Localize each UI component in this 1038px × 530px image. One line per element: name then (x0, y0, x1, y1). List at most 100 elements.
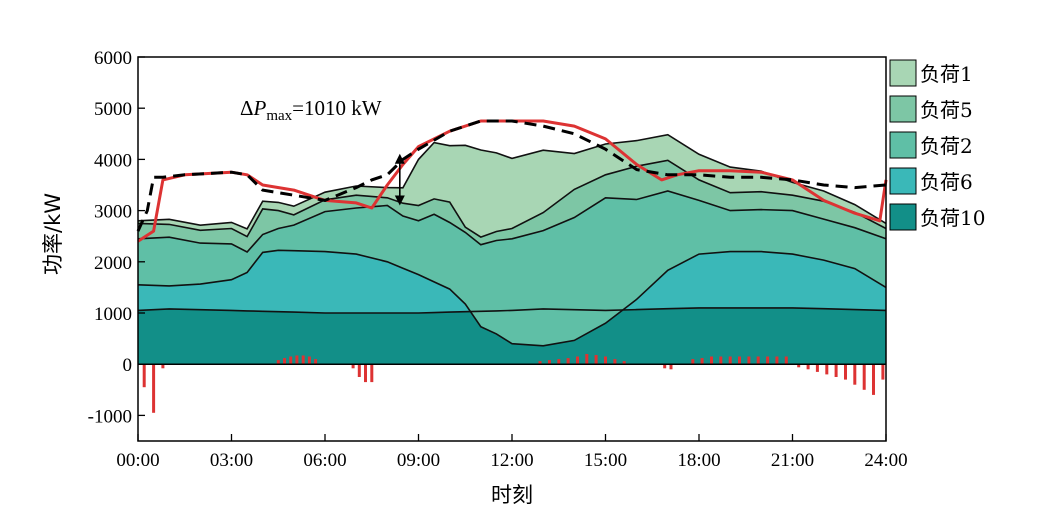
stacked-areas (137, 133, 887, 365)
difference-bar (594, 355, 598, 365)
difference-bar (738, 356, 741, 365)
delta-p-max-label: ΔPmax=1010 kW (240, 96, 382, 124)
difference-bar (538, 361, 542, 365)
x-tick-label: 18:00 (677, 450, 720, 471)
difference-bar (766, 356, 770, 365)
difference-bar (161, 364, 165, 369)
y-tick-label: 4000 (94, 150, 132, 171)
legend-swatch (889, 59, 917, 87)
y-tick-label: 1000 (94, 304, 132, 325)
difference-bar (357, 364, 361, 377)
difference-bar (663, 364, 667, 369)
red-load-line (137, 119, 888, 243)
difference-bar (747, 356, 751, 365)
legend-swatch (889, 95, 917, 123)
legend-label: 负荷1 (920, 62, 973, 86)
lines (136, 119, 888, 243)
difference-bar (351, 364, 355, 369)
legend-swatch (889, 131, 917, 159)
difference-bar (301, 355, 305, 365)
y-tick-label: 6000 (94, 48, 132, 69)
difference-bar (728, 356, 732, 365)
difference-bar (853, 364, 857, 385)
difference-bar (815, 364, 819, 372)
y-axis-title: 功率/kW (41, 193, 65, 275)
difference-bar (806, 364, 810, 370)
difference-bar (669, 364, 673, 370)
x-tick-label: 00:00 (116, 450, 159, 471)
arrow-head-up (394, 153, 405, 164)
difference-bar (307, 356, 311, 365)
y-tick-label: -1000 (88, 406, 132, 427)
difference-bar (756, 356, 760, 365)
difference-bar (314, 359, 318, 365)
difference-bar (775, 356, 779, 365)
x-tick-label: 12:00 (490, 450, 533, 471)
difference-bar (295, 355, 299, 365)
x-axis-title: 时刻 (491, 483, 533, 507)
y-tick-label: 0 (123, 355, 133, 376)
axes: 6000 5000 4000 3000 2000 1000 0 -1000 00:00 03:00… (88, 48, 908, 471)
difference-bar (834, 364, 838, 377)
area-boundary-line (137, 159, 887, 238)
arrow-head-down (394, 195, 405, 206)
difference-bar (784, 356, 788, 365)
difference-bar (604, 356, 607, 365)
difference-bar (881, 364, 885, 380)
difference-bar (862, 364, 866, 390)
difference-bar (872, 364, 875, 395)
x-tick-label: 24:00 (864, 450, 907, 471)
legend-label: 负荷5 (920, 98, 973, 122)
legend-label: 负荷10 (920, 206, 985, 230)
difference-bar (710, 356, 713, 365)
difference-bar (370, 364, 374, 383)
x-tick-label: 15:00 (584, 450, 627, 471)
area-负荷6 (138, 250, 886, 346)
legend-swatch (889, 167, 917, 195)
difference-bar (825, 364, 829, 375)
difference-bar (142, 364, 146, 388)
y-tick-label: 5000 (94, 99, 132, 120)
difference-bar (613, 359, 617, 365)
difference-bar (719, 356, 723, 365)
difference-bar (364, 364, 367, 383)
annotation: ΔPmax=1010 kW (240, 96, 405, 206)
legend-item: 负荷2 (889, 131, 973, 159)
difference-bar (276, 360, 280, 365)
area-boundary-line (137, 133, 887, 230)
area-负荷2 (138, 191, 886, 346)
x-tick-label: 09:00 (397, 450, 440, 471)
difference-bar (700, 358, 704, 365)
difference-bar (844, 364, 847, 380)
difference-bar (622, 361, 626, 365)
difference-bar (566, 358, 570, 365)
difference-bar (691, 359, 695, 365)
legend-item: 负荷10 (889, 203, 985, 231)
legend-item: 负荷6 (889, 167, 973, 195)
area-boundary-line (137, 190, 887, 253)
legend-label: 负荷2 (920, 134, 973, 158)
area-boundary-line (137, 249, 887, 347)
dashed-load-line (136, 119, 887, 232)
x-tick-label: 03:00 (210, 450, 253, 471)
legend-swatch (889, 203, 917, 231)
area-负荷5 (138, 160, 886, 252)
difference-bar (283, 358, 286, 365)
difference-bar (152, 364, 156, 413)
difference-bar (547, 360, 551, 365)
difference-bar (289, 356, 293, 365)
x-tick-label: 21:00 (771, 450, 814, 471)
legend-item: 负荷5 (889, 95, 973, 123)
difference-bar (557, 359, 561, 365)
difference-bars (142, 354, 885, 413)
legend-item: 负荷1 (889, 59, 973, 87)
y-tick-label: 2000 (94, 253, 132, 274)
area-boundary-line (137, 307, 887, 314)
difference-bar (576, 356, 579, 365)
area-负荷1 (138, 134, 886, 238)
y-tick-label: 3000 (94, 202, 132, 223)
difference-bar (797, 364, 801, 368)
x-tick-label: 06:00 (303, 450, 346, 471)
legend-label: 负荷6 (920, 170, 973, 194)
